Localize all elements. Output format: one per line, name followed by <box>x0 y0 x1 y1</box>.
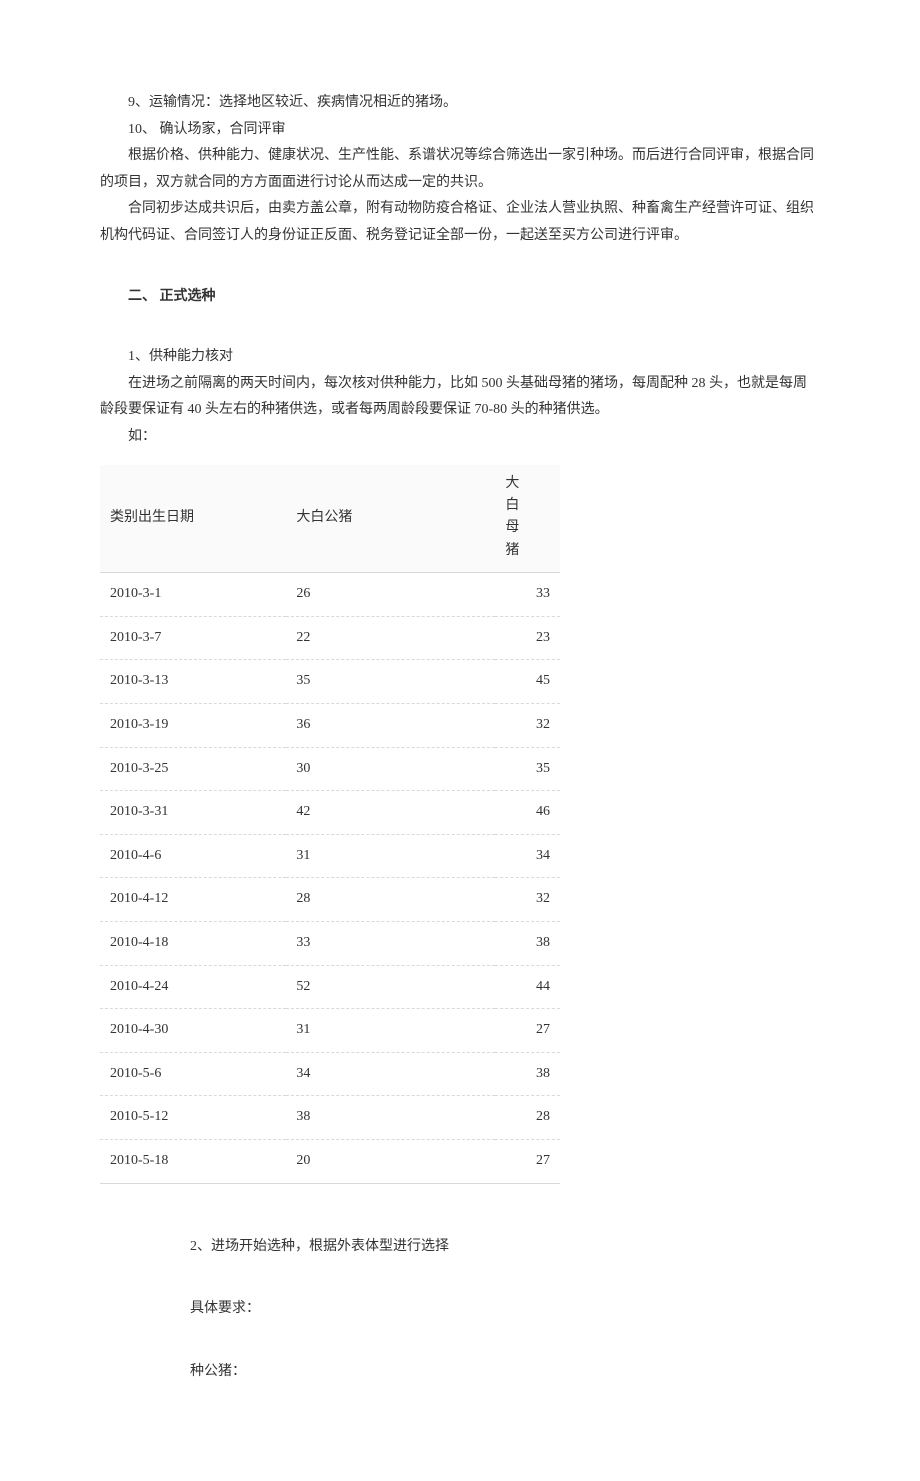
table-header-date-label: 类别出生日期 <box>110 510 194 525</box>
table-row: 2010-3-12633 <box>100 573 560 617</box>
table-cell-col2: 30 <box>286 747 495 791</box>
table-cell-col3: 44 <box>495 965 560 1009</box>
table-cell-col3: 32 <box>495 704 560 748</box>
table-cell-col3: 38 <box>495 1052 560 1096</box>
table-row: 2010-4-303127 <box>100 1009 560 1053</box>
table-cell-col3: 33 <box>495 573 560 617</box>
paragraph-item-12: 合同初步达成共识后，由卖方盖公章，附有动物防疫合格证、企业法人营业执照、种畜禽生… <box>100 196 820 249</box>
table-cell-date: 2010-3-25 <box>100 747 286 791</box>
table-cell-col2: 33 <box>286 922 495 966</box>
table-row: 2010-3-133545 <box>100 660 560 704</box>
table-row: 2010-3-253035 <box>100 747 560 791</box>
section-2-title: 二、 正式选种 <box>100 284 820 311</box>
table-cell-date: 2010-4-18 <box>100 922 286 966</box>
table-cell-col2: 22 <box>286 616 495 660</box>
table-cell-date: 2010-4-6 <box>100 834 286 878</box>
table-row: 2010-3-314246 <box>100 791 560 835</box>
table-header-col2-label: 大白公猪 <box>296 510 352 525</box>
table-cell-col3: 45 <box>495 660 560 704</box>
table-cell-col2: 26 <box>286 573 495 617</box>
table-cell-col3: 35 <box>495 747 560 791</box>
table-row: 2010-5-123828 <box>100 1096 560 1140</box>
table-row: 2010-3-72223 <box>100 616 560 660</box>
table-cell-col3: 34 <box>495 834 560 878</box>
table-header-col3-label: 大白母猪 <box>505 473 519 563</box>
table-cell-col2: 42 <box>286 791 495 835</box>
table-cell-date: 2010-4-12 <box>100 878 286 922</box>
supply-capacity-table: 类别出生日期 大白公猪 大白母猪 2010-3-126332010-3-7222… <box>100 465 560 1184</box>
table-cell-col2: 20 <box>286 1140 495 1184</box>
table-row: 2010-3-193632 <box>100 704 560 748</box>
paragraph-item-11: 根据价格、供种能力、健康状况、生产性能、系谱状况等综合筛选出一家引种场。而后进行… <box>100 143 820 196</box>
table-cell-col3: 23 <box>495 616 560 660</box>
section-2-item-3: 如： <box>100 424 820 451</box>
table-cell-col3: 38 <box>495 922 560 966</box>
table-row: 2010-4-63134 <box>100 834 560 878</box>
table-cell-date: 2010-3-7 <box>100 616 286 660</box>
table-header-col3: 大白母猪 <box>495 465 560 573</box>
table-cell-date: 2010-3-13 <box>100 660 286 704</box>
table-cell-col2: 31 <box>286 1009 495 1053</box>
after-item-2: 具体要求： <box>190 1296 820 1323</box>
table-row: 2010-4-183338 <box>100 922 560 966</box>
table-cell-col3: 46 <box>495 791 560 835</box>
table-cell-date: 2010-5-18 <box>100 1140 286 1184</box>
table-row: 2010-5-63438 <box>100 1052 560 1096</box>
after-table-block: 2、进场开始选种，根据外表体型进行选择 具体要求： 种公猪： <box>190 1234 820 1386</box>
after-item-3: 种公猪： <box>190 1359 820 1386</box>
table-row: 2010-5-182027 <box>100 1140 560 1184</box>
table-cell-col3: 32 <box>495 878 560 922</box>
section-2-item-1: 1、供种能力核对 <box>100 344 820 371</box>
paragraph-item-10: 10、 确认场家，合同评审 <box>100 117 820 144</box>
table-header-col2: 大白公猪 <box>286 465 495 573</box>
table-header-date: 类别出生日期 <box>100 465 286 573</box>
table-cell-col3: 28 <box>495 1096 560 1140</box>
table-cell-col2: 38 <box>286 1096 495 1140</box>
table-cell-col3: 27 <box>495 1009 560 1053</box>
table-row: 2010-4-122832 <box>100 878 560 922</box>
table-cell-col2: 35 <box>286 660 495 704</box>
table-cell-col2: 34 <box>286 1052 495 1096</box>
table-cell-col3: 27 <box>495 1140 560 1184</box>
table-cell-col2: 52 <box>286 965 495 1009</box>
after-item-1: 2、进场开始选种，根据外表体型进行选择 <box>190 1234 820 1261</box>
table-cell-date: 2010-3-31 <box>100 791 286 835</box>
table-cell-col2: 36 <box>286 704 495 748</box>
table-cell-date: 2010-3-1 <box>100 573 286 617</box>
table-cell-date: 2010-4-24 <box>100 965 286 1009</box>
document-page: 9、运输情况：选择地区较近、疾病情况相近的猪场。 10、 确认场家，合同评审 根… <box>0 0 920 1481</box>
paragraph-item-9: 9、运输情况：选择地区较近、疾病情况相近的猪场。 <box>100 90 820 117</box>
table-row: 2010-4-245244 <box>100 965 560 1009</box>
table-cell-col2: 28 <box>286 878 495 922</box>
table-cell-date: 2010-5-6 <box>100 1052 286 1096</box>
table-cell-date: 2010-3-19 <box>100 704 286 748</box>
table-body: 2010-3-126332010-3-722232010-3-133545201… <box>100 573 560 1183</box>
table-cell-date: 2010-4-30 <box>100 1009 286 1053</box>
table-cell-col2: 31 <box>286 834 495 878</box>
section-2-item-2: 在进场之前隔离的两天时间内，每次核对供种能力，比如 500 头基础母猪的猪场，每… <box>100 371 820 424</box>
table-header-row: 类别出生日期 大白公猪 大白母猪 <box>100 465 560 573</box>
table-cell-date: 2010-5-12 <box>100 1096 286 1140</box>
